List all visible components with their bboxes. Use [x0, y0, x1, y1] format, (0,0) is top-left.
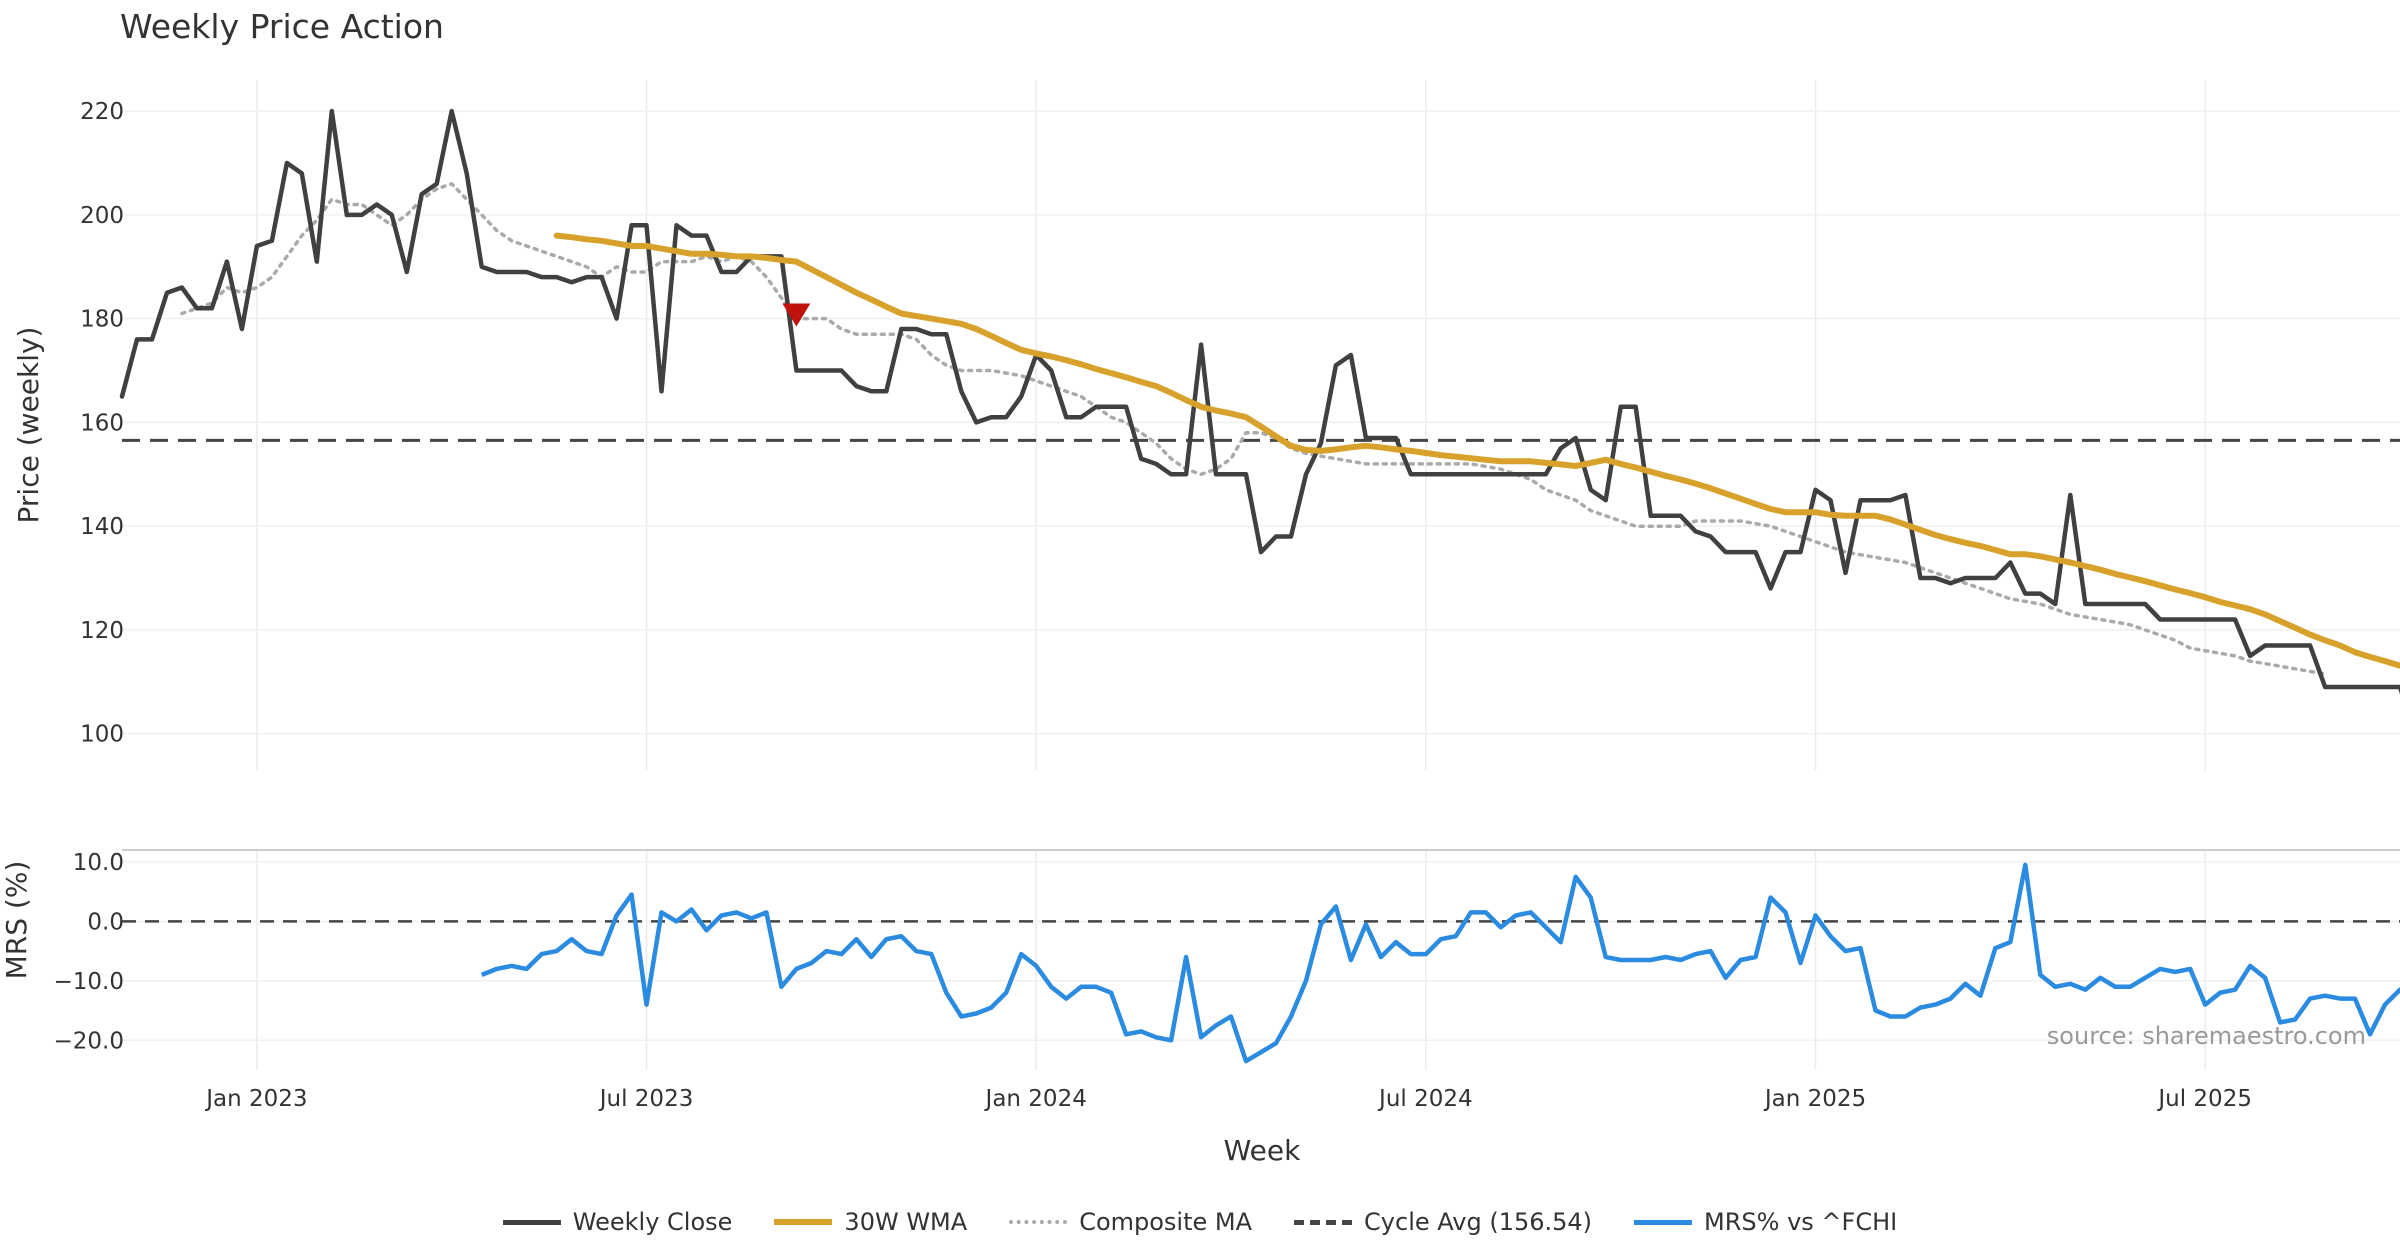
price-grid [122, 80, 2400, 770]
x-axis-label: Week [1224, 1134, 1301, 1167]
mrs-y-tick-label: −10.0 [54, 969, 124, 995]
series-close-line [119, 108, 2400, 695]
series-layer [119, 108, 2400, 1064]
legend-item-mrs: MRS% vs ^FCHI [1634, 1208, 1897, 1236]
legend-swatch-cycle [1294, 1219, 1353, 1225]
mrs-y-tick-label: 0.0 [87, 909, 124, 935]
legend-item-composite: Composite MA [1009, 1208, 1252, 1236]
price-y-axis-label: Price (weekly) [12, 327, 45, 524]
x-ticks: Jan 2023 Jul 2023 Jan 2024 Jul 2024 Jan 2025… [204, 1086, 2252, 1112]
price-y-tick-label: 200 [80, 203, 124, 229]
legend-label: Composite MA [1079, 1208, 1253, 1236]
legend-swatch-close [502, 1219, 561, 1225]
legend-item-wma: 30W WMA [774, 1208, 967, 1236]
mrs-y-tick-label: 10.0 [73, 850, 124, 876]
legend-item-cycle: Cycle Avg (156.54) [1294, 1208, 1592, 1236]
price-y-tick-label: 140 [80, 514, 124, 540]
price-y-tick-label: 220 [80, 99, 124, 125]
sell-signal-marker [782, 303, 811, 327]
x-tick-label: Jul 2024 [1377, 1086, 1473, 1112]
chart-title: Weekly Price Action [120, 7, 444, 46]
legend-label: Cycle Avg (156.54) [1364, 1208, 1593, 1236]
legend-label: MRS% vs ^FCHI [1704, 1208, 1898, 1236]
price-y-tick-label: 180 [80, 307, 124, 333]
price-y-ticks: 100 120 140 160 180 200 220 [80, 99, 124, 748]
x-tick-label: Jul 2025 [2156, 1086, 2252, 1112]
series-mrs-line [480, 862, 2400, 1064]
legend-label: Weekly Close [572, 1208, 733, 1236]
source-label: source: sharemaestro.com [2047, 1022, 2366, 1050]
mrs-y-axis-label: MRS (%) [0, 861, 33, 980]
series-wma-line [553, 232, 2400, 669]
x-tick-label: Jan 2025 [1763, 1086, 1866, 1112]
mrs-y-ticks: 10.0 0.0 −10.0 −20.0 [54, 850, 124, 1054]
legend-label: 30W WMA [844, 1208, 968, 1236]
legend: Weekly Close 30W WMA Composite MA Cycle Avg… [0, 1208, 2400, 1236]
series-composite-line [180, 182, 2327, 676]
x-tick-label: Jan 2024 [984, 1086, 1087, 1112]
legend-swatch-mrs [1634, 1219, 1693, 1225]
x-tick-label: Jul 2023 [598, 1086, 694, 1112]
price-y-tick-label: 160 [80, 410, 124, 436]
legend-swatch-composite [1009, 1220, 1068, 1224]
legend-swatch-wma [774, 1219, 833, 1225]
legend-item-close: Weekly Close [502, 1208, 733, 1236]
mrs-y-tick-label: −20.0 [54, 1028, 124, 1054]
x-tick-label: Jan 2023 [204, 1086, 307, 1112]
price-y-tick-label: 100 [80, 722, 124, 748]
price-y-tick-label: 120 [80, 618, 124, 644]
